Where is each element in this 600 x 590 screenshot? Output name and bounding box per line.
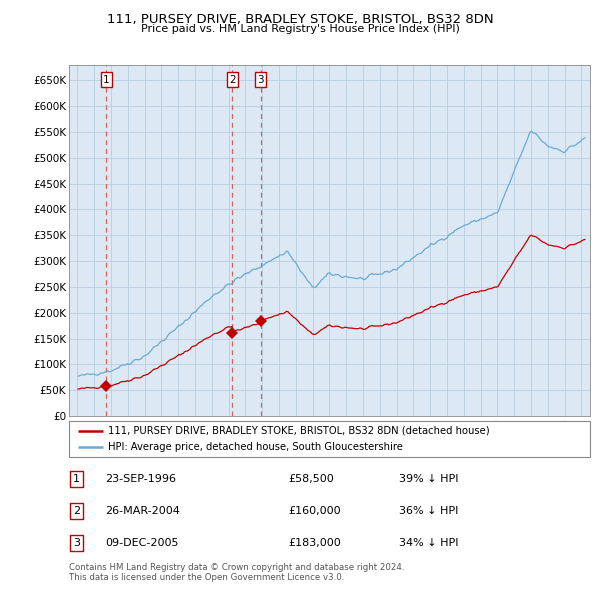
Text: 36% ↓ HPI: 36% ↓ HPI <box>399 506 458 516</box>
Text: 23-SEP-1996: 23-SEP-1996 <box>105 474 176 484</box>
Text: 26-MAR-2004: 26-MAR-2004 <box>105 506 180 516</box>
Text: 1: 1 <box>103 75 110 84</box>
Text: Contains HM Land Registry data © Crown copyright and database right 2024.
This d: Contains HM Land Registry data © Crown c… <box>69 563 404 582</box>
Text: 2: 2 <box>229 75 236 84</box>
Text: HPI: Average price, detached house, South Gloucestershire: HPI: Average price, detached house, Sout… <box>108 442 403 452</box>
Text: Price paid vs. HM Land Registry's House Price Index (HPI): Price paid vs. HM Land Registry's House … <box>140 24 460 34</box>
Text: 34% ↓ HPI: 34% ↓ HPI <box>399 538 458 548</box>
Text: 3: 3 <box>257 75 264 84</box>
Text: 111, PURSEY DRIVE, BRADLEY STOKE, BRISTOL, BS32 8DN (detached house): 111, PURSEY DRIVE, BRADLEY STOKE, BRISTO… <box>108 426 490 436</box>
Text: £58,500: £58,500 <box>288 474 334 484</box>
Text: 09-DEC-2005: 09-DEC-2005 <box>105 538 179 548</box>
Text: 3: 3 <box>73 538 80 548</box>
Text: 2: 2 <box>73 506 80 516</box>
Text: 111, PURSEY DRIVE, BRADLEY STOKE, BRISTOL, BS32 8DN: 111, PURSEY DRIVE, BRADLEY STOKE, BRISTO… <box>107 13 493 26</box>
Text: £183,000: £183,000 <box>288 538 341 548</box>
Text: £160,000: £160,000 <box>288 506 341 516</box>
Text: 39% ↓ HPI: 39% ↓ HPI <box>399 474 458 484</box>
Text: 1: 1 <box>73 474 80 484</box>
